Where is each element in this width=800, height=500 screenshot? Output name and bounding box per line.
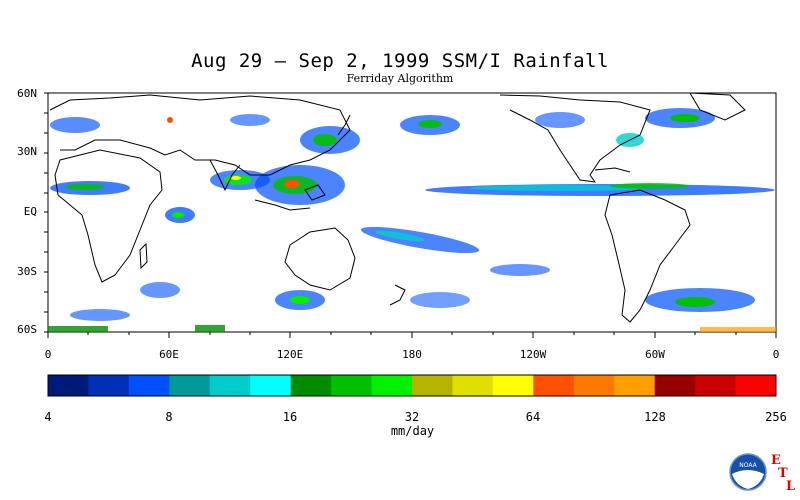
colorbar-swatch (452, 375, 494, 396)
lat-label-eq: EQ (23, 205, 37, 218)
lon-label-0: 0 (44, 348, 52, 361)
lon-label-120e: 120E (276, 348, 304, 361)
colorbar-swatch (654, 375, 696, 396)
noaa-logo-text: NOAA (739, 462, 757, 469)
colorbar-label-256: 256 (765, 410, 787, 424)
coastlines (49, 92, 746, 323)
lon-label-60e: 60E (159, 348, 179, 361)
lon-label-180: 180 (402, 348, 422, 361)
colorbar-swatch (371, 375, 413, 396)
colorbar-swatch (290, 375, 332, 396)
colorbar-swatch (735, 375, 777, 396)
colorbar-frame (47, 374, 777, 397)
rainfall-field (48, 108, 776, 332)
colorbar (48, 375, 777, 396)
lon-label-60w: 60W (645, 348, 665, 361)
lon-label-0-east: 0 (772, 348, 780, 361)
colorbar-label-32: 32 (404, 410, 420, 424)
colorbar-swatch (128, 375, 170, 396)
colorbar-swatch (169, 375, 211, 396)
etl-letter-e: E (771, 453, 781, 468)
lat-label-60n: 60N (17, 87, 37, 100)
colorbar-label-128: 128 (644, 410, 666, 424)
lon-label-120w: 120W (519, 348, 547, 361)
colorbar-label-8: 8 (165, 410, 173, 424)
colorbar-swatch (88, 375, 130, 396)
colorbar-swatch (573, 375, 615, 396)
map-subtitle: Ferriday Algorithm (346, 72, 454, 85)
colorbar-units: mm/day (390, 424, 435, 438)
lat-label-30s: 30S (17, 265, 37, 278)
colorbar-swatch (412, 375, 453, 396)
colorbar-swatch (250, 375, 292, 396)
map-title: Aug 29 – Sep 2, 1999 SSM/I Rainfall (191, 50, 609, 72)
colorbar-label-4: 4 (44, 410, 52, 424)
colorbar-swatch (533, 375, 575, 396)
colorbar-swatch (614, 375, 656, 396)
etl-letter-t: T (778, 466, 788, 481)
lat-label-30n: 30N (17, 145, 37, 158)
colorbar-swatch (209, 375, 251, 396)
lon-ticks (47, 332, 777, 338)
etl-letter-l: L (786, 479, 796, 494)
lat-label-60s: 60S (17, 323, 37, 336)
colorbar-swatch (331, 375, 373, 396)
noaa-logo: NOAA (729, 453, 767, 491)
lat-ticks (44, 92, 48, 333)
colorbar-swatch (48, 375, 89, 396)
colorbar-label-64: 64 (525, 410, 541, 424)
colorbar-label-16: 16 (282, 410, 298, 424)
colorbar-swatch (492, 375, 534, 396)
colorbar-swatch (695, 375, 737, 396)
